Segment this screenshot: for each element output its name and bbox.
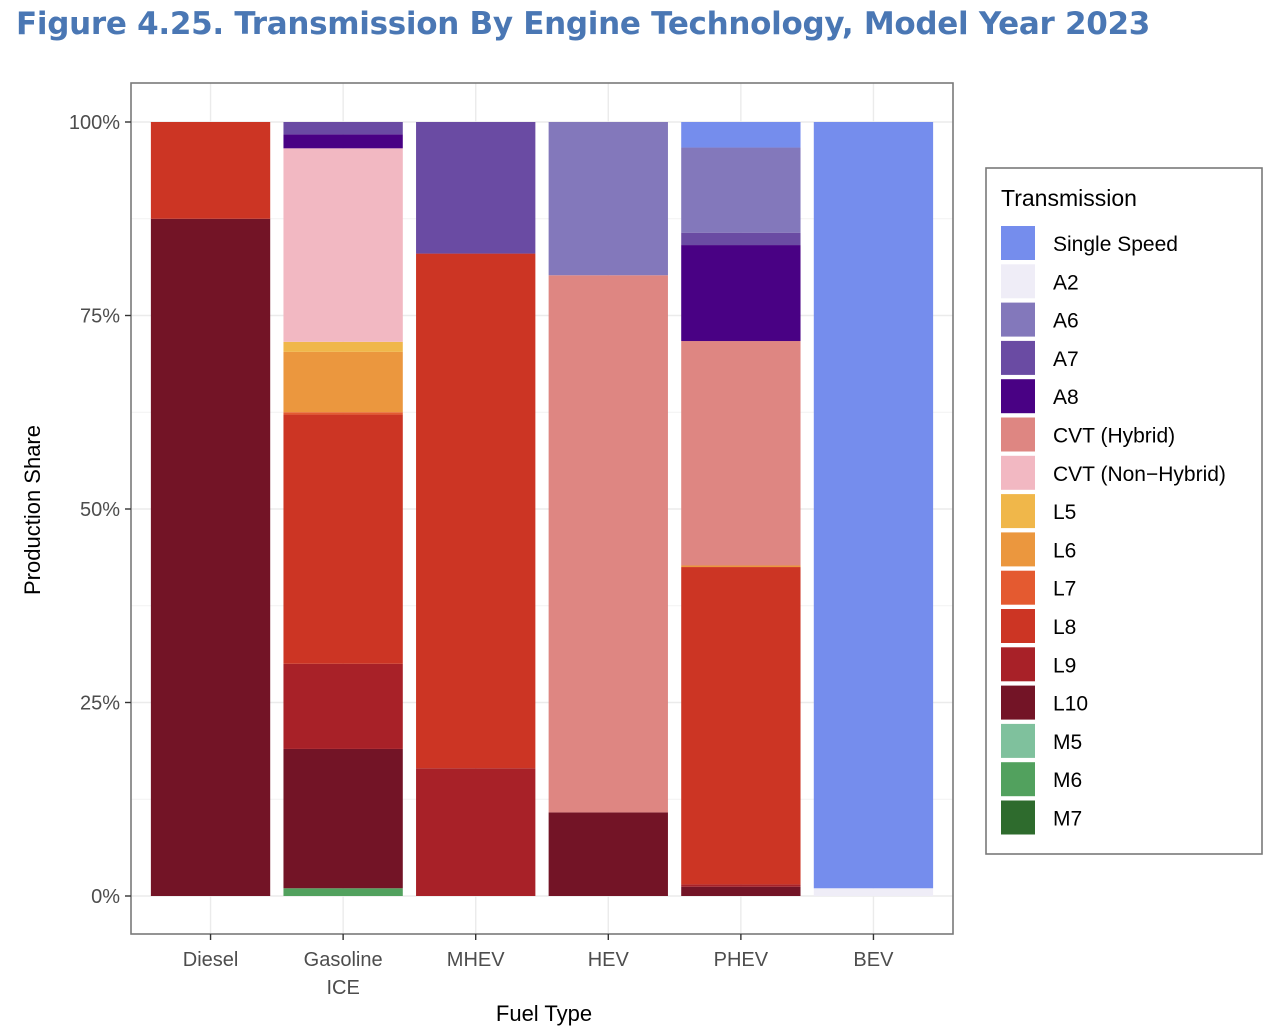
bar-segment-mhev-l8 bbox=[416, 253, 536, 769]
bar-segment-bev-a2 bbox=[813, 888, 934, 896]
x-tick-label-gasoline-ice: Gasoline ICE bbox=[304, 949, 383, 999]
x-tick-label-hev: HEV bbox=[588, 949, 630, 971]
bar-segment-phev-cvt-hybrid bbox=[681, 341, 801, 566]
legend-swatch bbox=[1001, 494, 1035, 529]
legend-swatch bbox=[1001, 762, 1035, 797]
bar-segment-gasoline-ice-m6 bbox=[283, 888, 403, 896]
legend-label: CVT (Non−Hybrid) bbox=[1053, 463, 1226, 486]
legend-swatch bbox=[1001, 609, 1035, 643]
bar-segment-phev-l9 bbox=[681, 884, 801, 887]
legend-swatch bbox=[1001, 647, 1035, 682]
legend-label: A6 bbox=[1053, 310, 1079, 333]
y-axis-title: Production Share bbox=[20, 425, 45, 595]
bar-segment-gasoline-ice-cvt-non-hybrid bbox=[283, 148, 403, 342]
bar-segment-gasoline-ice-l10 bbox=[283, 748, 403, 889]
x-tick-label-mhev: MHEV bbox=[447, 949, 505, 971]
bar-segment-gasoline-ice-l8 bbox=[283, 414, 403, 664]
legend-swatch bbox=[1001, 226, 1035, 260]
figure-title: Figure 4.25. Transmission By Engine Tech… bbox=[16, 6, 1151, 42]
y-tick-label: 25% bbox=[80, 693, 120, 715]
legend-label: L7 bbox=[1053, 578, 1076, 601]
bar-segment-bev-single-speed bbox=[813, 122, 934, 889]
bar-segment-diesel-l10 bbox=[150, 218, 271, 896]
legend-label: M6 bbox=[1053, 769, 1082, 792]
bar-segment-phev-l10 bbox=[681, 886, 801, 896]
bar-segment-phev-a6 bbox=[681, 147, 801, 233]
x-axis-title: Fuel Type bbox=[496, 1001, 592, 1026]
legend-swatch bbox=[1001, 379, 1035, 414]
legend-label: A7 bbox=[1053, 348, 1079, 371]
x-tick-label-diesel: Diesel bbox=[183, 949, 239, 971]
legend-label: L9 bbox=[1053, 654, 1076, 677]
bar-segment-phev-a8 bbox=[681, 245, 801, 342]
bar-segment-phev-l8 bbox=[681, 567, 801, 885]
bar-segment-diesel-l8 bbox=[150, 122, 271, 219]
legend-swatch bbox=[1001, 570, 1035, 605]
bar-segment-gasoline-ice-a8 bbox=[283, 134, 403, 149]
bar-segment-mhev-l9 bbox=[416, 768, 536, 896]
legend-swatch bbox=[1001, 417, 1035, 452]
legend-label: A2 bbox=[1053, 271, 1079, 294]
y-tick-label: 75% bbox=[80, 306, 120, 328]
bar-segment-gasoline-ice-l5 bbox=[283, 341, 403, 352]
legend-label: Single Speed bbox=[1053, 233, 1178, 256]
bar-segment-phev-a7 bbox=[681, 232, 801, 246]
x-axis: Diesel Gasoline ICE MHEV HEV PHEV BEV bbox=[183, 934, 894, 999]
legend-swatch bbox=[1001, 723, 1035, 758]
y-tick-label: 100% bbox=[69, 112, 120, 134]
legend-label: L6 bbox=[1053, 539, 1076, 562]
legend-items: Single Speed A2 A6 A7 A8 CVT (Hybrid) CVT (Non… bbox=[1001, 226, 1226, 835]
y-tick-label: 50% bbox=[80, 499, 120, 521]
legend-swatch bbox=[1001, 302, 1035, 337]
legend-label: L8 bbox=[1053, 616, 1076, 639]
y-tick-label: 0% bbox=[91, 886, 120, 908]
legend: Transmission Single Speed A2 A6 A7 A8 CVT (Hy… bbox=[985, 167, 1263, 855]
legend-swatch bbox=[1001, 685, 1035, 720]
legend-swatch bbox=[1001, 455, 1035, 490]
bar-segment-gasoline-ice-a7 bbox=[283, 122, 403, 135]
legend-title: Transmission bbox=[1001, 185, 1137, 211]
legend-label: M7 bbox=[1053, 808, 1082, 831]
legend-label: CVT (Hybrid) bbox=[1053, 425, 1175, 448]
bar-segment-hev-l10 bbox=[548, 812, 668, 896]
bar-segment-mhev-a7 bbox=[416, 122, 536, 254]
bars bbox=[150, 122, 934, 896]
bar-segment-phev-single-speed bbox=[681, 122, 801, 148]
bar-segment-hev-a6 bbox=[548, 122, 668, 276]
y-axis: 0% 25% 50% 75% 100% bbox=[69, 112, 131, 908]
legend-label: M5 bbox=[1053, 731, 1082, 754]
x-tick-label-phev: PHEV bbox=[714, 949, 769, 971]
bar-segment-gasoline-ice-l9 bbox=[283, 663, 403, 749]
legend-swatch bbox=[1001, 340, 1035, 375]
bar-segment-phev-l6 bbox=[681, 565, 801, 568]
legend-label: L5 bbox=[1053, 501, 1076, 524]
x-tick-label-bev: BEV bbox=[853, 949, 894, 971]
legend-swatch bbox=[1001, 264, 1035, 299]
legend-label: A8 bbox=[1053, 386, 1079, 409]
legend-swatch bbox=[1001, 800, 1035, 835]
bar-segment-hev-cvt-hybrid bbox=[548, 275, 668, 813]
legend-swatch bbox=[1001, 532, 1035, 567]
bar-segment-gasoline-ice-l6 bbox=[283, 351, 403, 413]
bar-segment-gasoline-ice-l7 bbox=[283, 412, 403, 415]
legend-label: L10 bbox=[1053, 693, 1088, 716]
